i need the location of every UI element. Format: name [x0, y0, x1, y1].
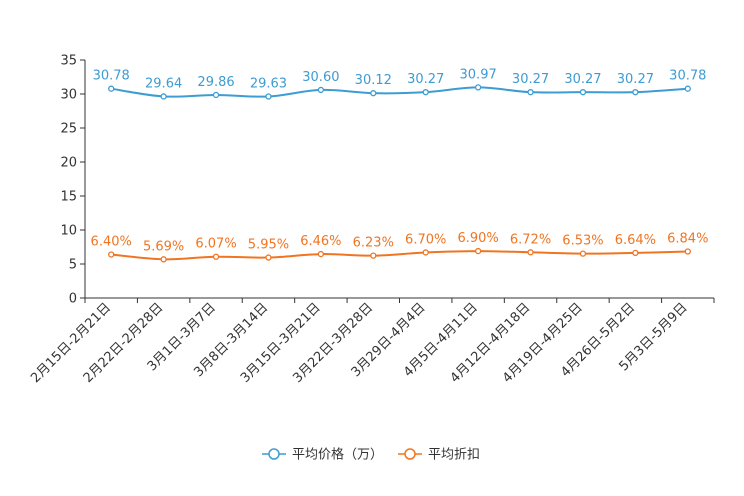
data-point[interactable]	[422, 89, 429, 96]
series-1: 6.40% 5.69% 6.07% 5.95% 6.46% 6.23% 6.70% 6.90%…	[91, 231, 708, 263]
data-label: 29.86	[197, 75, 234, 90]
data-point[interactable]	[108, 251, 115, 258]
data-label: 6.07%	[195, 237, 236, 252]
legend-item-1[interactable]: 平均折扣	[398, 448, 480, 463]
data-label: 6.90%	[457, 231, 498, 246]
legend-marker	[404, 448, 416, 460]
data-label: 6.64%	[615, 233, 656, 248]
data-label: 29.64	[145, 76, 182, 91]
data-point[interactable]	[212, 253, 220, 260]
y-tick-label: 20	[60, 156, 77, 171]
legend-marker	[268, 448, 280, 460]
data-label: 6.46%	[300, 234, 341, 249]
data-label: 6.84%	[667, 231, 708, 246]
data-label: 30.27	[407, 72, 444, 87]
data-label: 30.27	[617, 72, 654, 87]
series-line	[111, 86, 688, 98]
data-point[interactable]	[317, 86, 325, 94]
series-line	[111, 250, 688, 261]
y-tick-label: 0	[69, 292, 77, 307]
data-label: 6.23%	[353, 236, 394, 251]
data-point[interactable]	[422, 249, 429, 256]
y-tick-label: 25	[60, 122, 77, 137]
data-label: 5.95%	[248, 238, 289, 253]
data-point[interactable]	[527, 89, 534, 96]
data-point[interactable]	[684, 85, 691, 92]
legend-item-0[interactable]: 平均价格（万）	[262, 447, 383, 463]
y-tick-label: 5	[69, 258, 77, 273]
y-tick-label: 30	[60, 88, 77, 103]
data-point[interactable]	[265, 93, 272, 100]
data-label: 30.12	[355, 73, 392, 88]
data-point[interactable]	[370, 90, 377, 97]
data-point[interactable]	[370, 252, 377, 259]
data-label: 6.70%	[405, 232, 446, 247]
data-label: 29.63	[250, 77, 287, 92]
data-label: 30.27	[564, 72, 601, 87]
data-label: 30.78	[669, 69, 706, 84]
y-tick-label: 10	[60, 224, 77, 239]
data-point[interactable]	[684, 248, 691, 255]
data-label: 6.53%	[562, 234, 603, 249]
series-0: 30.78 29.64 29.86 29.63 30.60 30.12 30.27 30.97…	[93, 67, 706, 100]
data-point[interactable]	[527, 249, 534, 256]
data-label: 30.60	[302, 70, 339, 85]
data-point[interactable]	[579, 250, 587, 257]
data-point[interactable]	[474, 84, 482, 91]
data-point[interactable]	[579, 89, 587, 96]
data-point[interactable]	[160, 256, 167, 263]
data-point[interactable]	[265, 254, 272, 261]
data-label: 5.69%	[143, 239, 184, 254]
data-point[interactable]	[632, 89, 639, 96]
data-label: 30.78	[93, 69, 130, 84]
data-point[interactable]	[108, 85, 115, 92]
legend-label: 平均折扣	[428, 448, 480, 463]
data-point[interactable]	[212, 91, 220, 99]
y-tick-label: 15	[60, 190, 77, 205]
data-point[interactable]	[632, 249, 639, 256]
legend-label: 平均价格（万）	[292, 447, 383, 463]
y-tick-label: 35	[60, 54, 77, 69]
data-label: 6.72%	[510, 232, 551, 247]
data-point[interactable]	[160, 93, 167, 100]
data-point[interactable]	[317, 250, 325, 258]
data-label: 30.97	[460, 67, 497, 82]
data-label: 6.40%	[91, 234, 132, 249]
data-label: 30.27	[512, 72, 549, 87]
data-point[interactable]	[474, 247, 482, 255]
